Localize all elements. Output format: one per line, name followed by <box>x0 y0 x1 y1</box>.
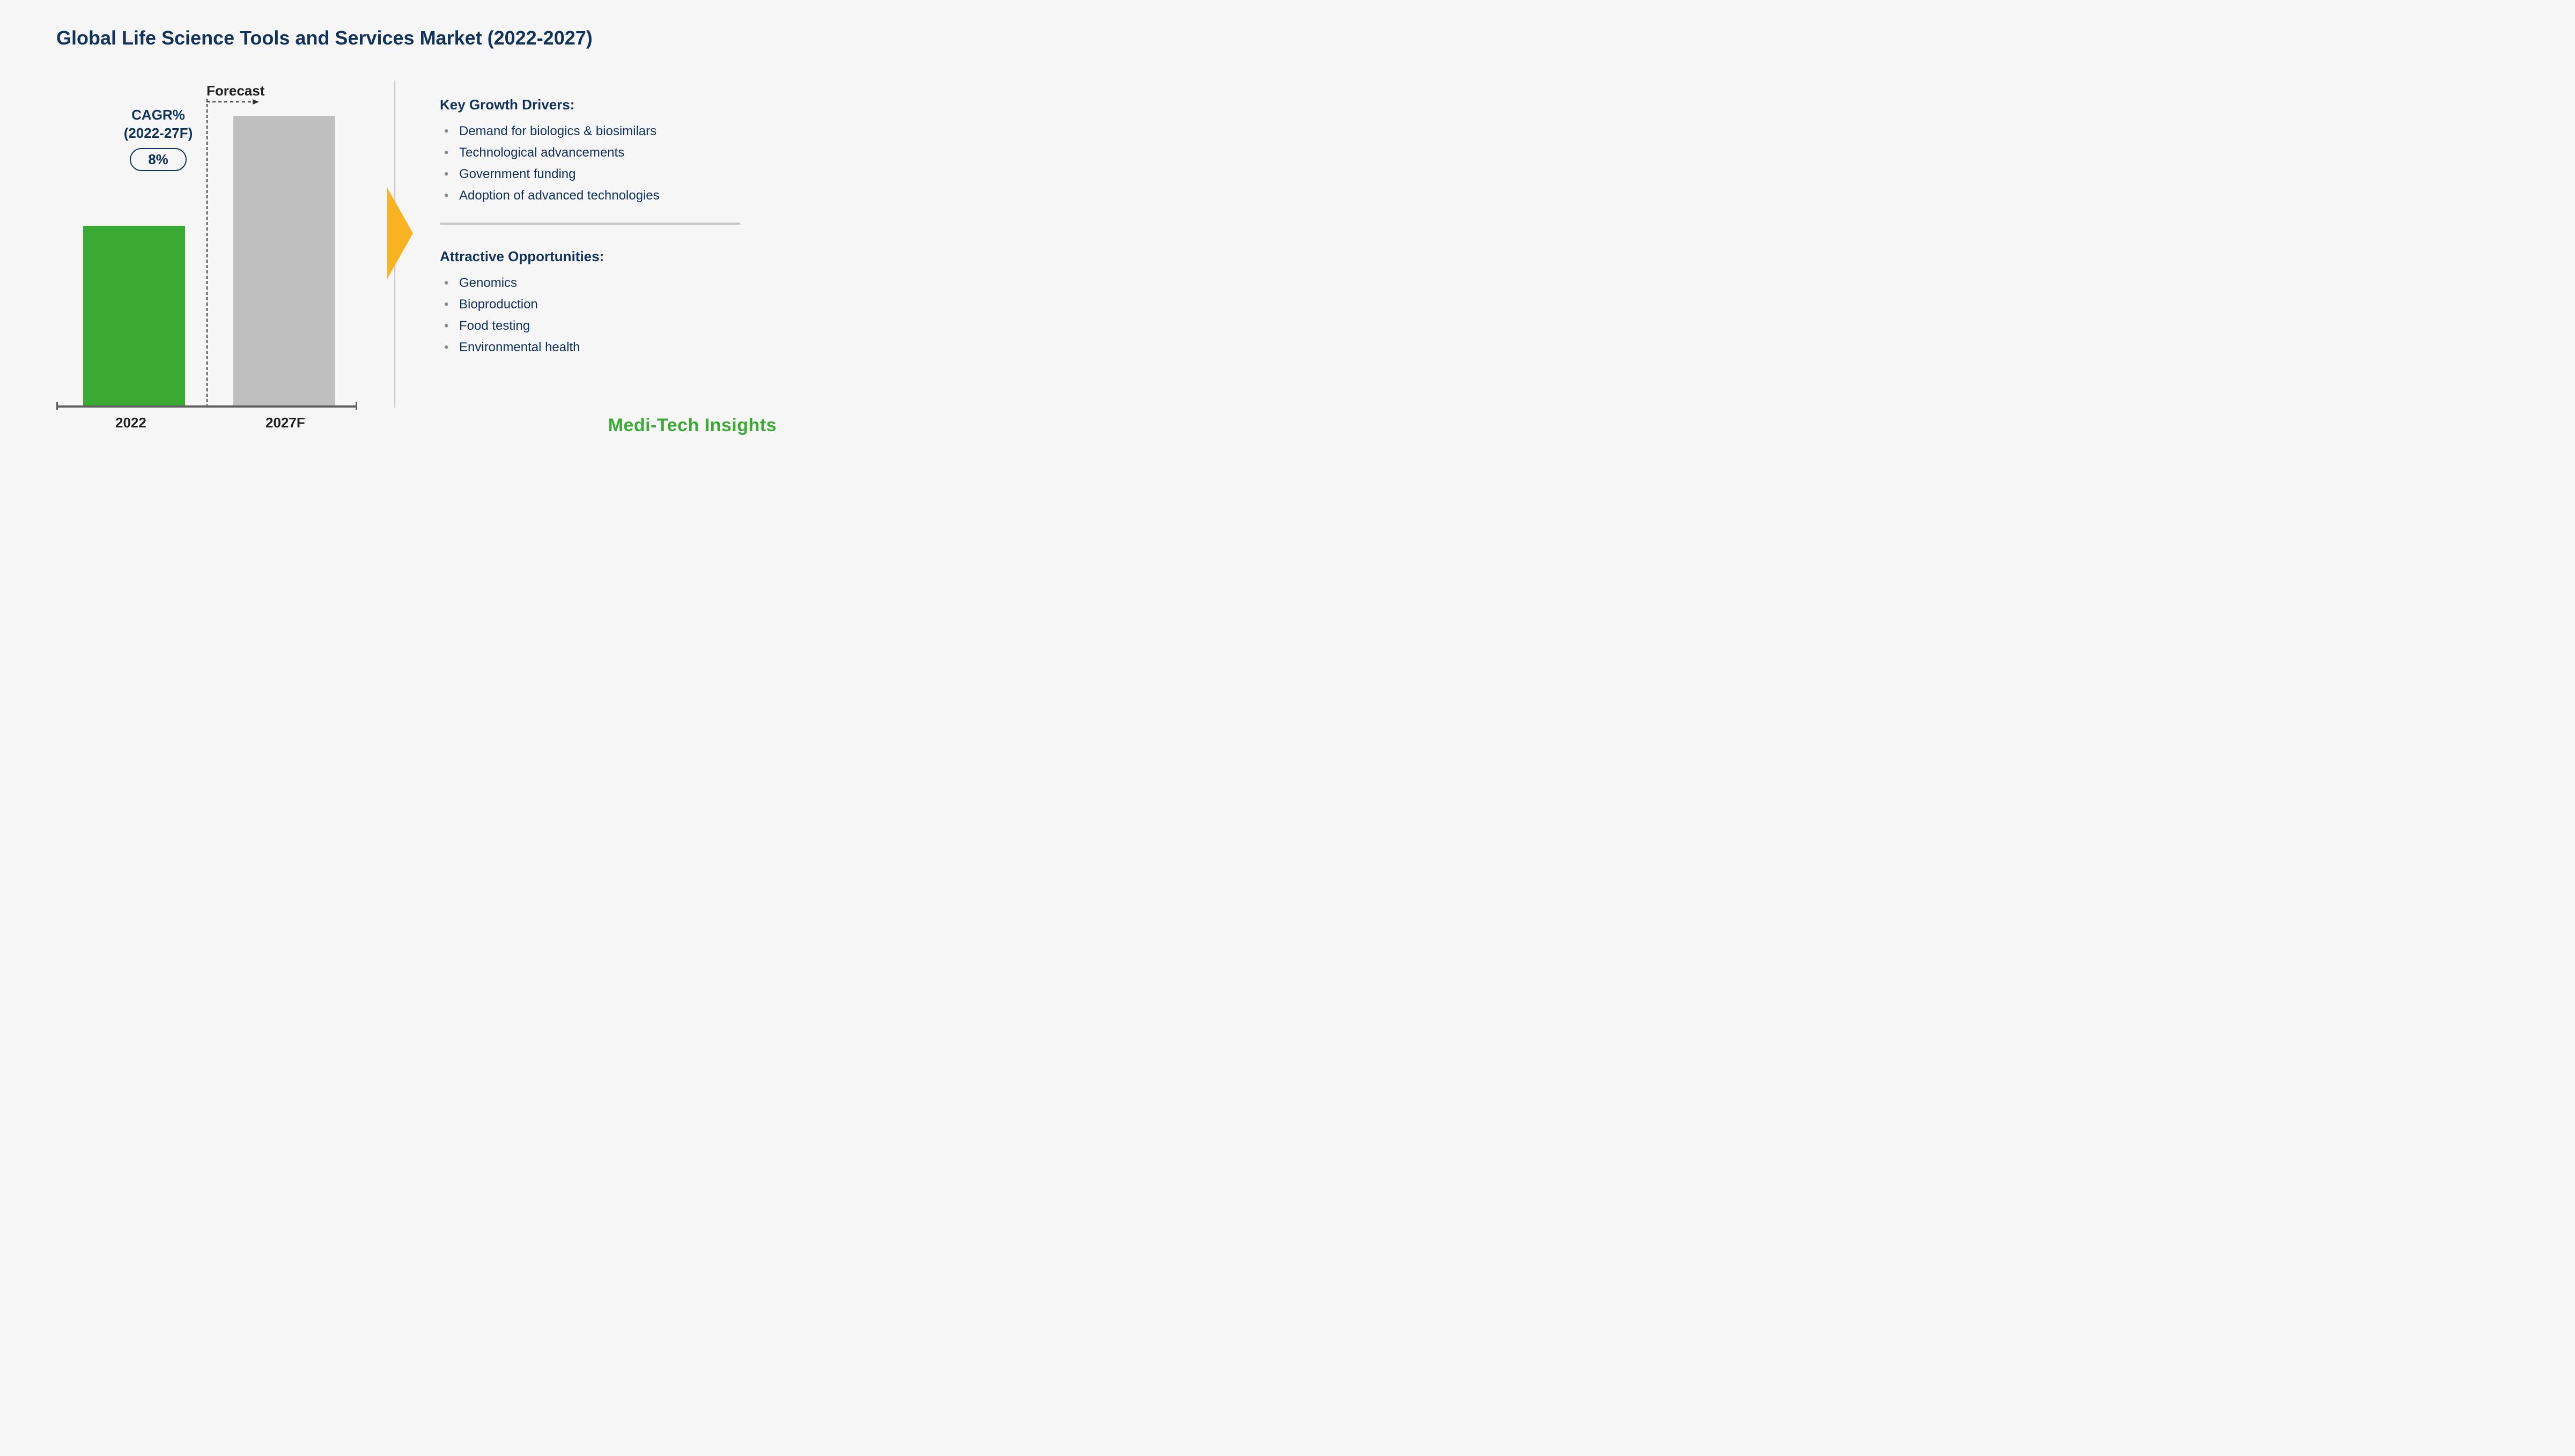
cagr-value-pill: 8% <box>130 148 187 171</box>
list-item: Adoption of advanced technologies <box>440 185 740 206</box>
drivers-title: Key Growth Drivers: <box>440 97 740 113</box>
list-item: Environmental health <box>440 337 740 358</box>
opportunities-title: Attractive Opportunities: <box>440 248 740 265</box>
horizontal-divider <box>440 223 740 225</box>
forecast-arrow-icon <box>206 98 260 106</box>
bar-label-2022: 2022 <box>115 415 146 431</box>
arrow-right-icon <box>387 188 413 279</box>
axis-tick-left <box>56 402 58 410</box>
page-title: Global Life Science Tools and Services M… <box>56 27 593 49</box>
right-column: Key Growth Drivers: Demand for biologics… <box>440 97 740 374</box>
x-axis <box>56 405 357 408</box>
list-item: Technological advancements <box>440 142 740 164</box>
list-item: Food testing <box>440 315 740 337</box>
bar-2022 <box>83 226 185 405</box>
list-item: Bioproduction <box>440 294 740 315</box>
cagr-label-1: CAGR% <box>110 106 206 124</box>
cagr-label-2: (2022-27F) <box>110 124 206 143</box>
drivers-list: Demand for biologics & biosimilars Techn… <box>440 121 740 206</box>
chart-area: CAGR% (2022-27F) 8% Forecast 2022 2027F <box>56 80 362 434</box>
opportunities-list: Genomics Bioproduction Food testing Envi… <box>440 272 740 358</box>
list-item: Demand for biologics & biosimilars <box>440 121 740 142</box>
bar-label-2027f: 2027F <box>265 415 305 431</box>
cagr-block: CAGR% (2022-27F) 8% <box>110 106 206 171</box>
list-item: Genomics <box>440 272 740 294</box>
list-item: Government funding <box>440 164 740 185</box>
bar-2027f <box>233 116 335 405</box>
brand-logo: Medi-Tech Insights <box>608 415 777 436</box>
axis-tick-right <box>356 402 357 410</box>
forecast-label: Forecast <box>206 83 264 99</box>
forecast-dashed-line <box>206 99 208 408</box>
